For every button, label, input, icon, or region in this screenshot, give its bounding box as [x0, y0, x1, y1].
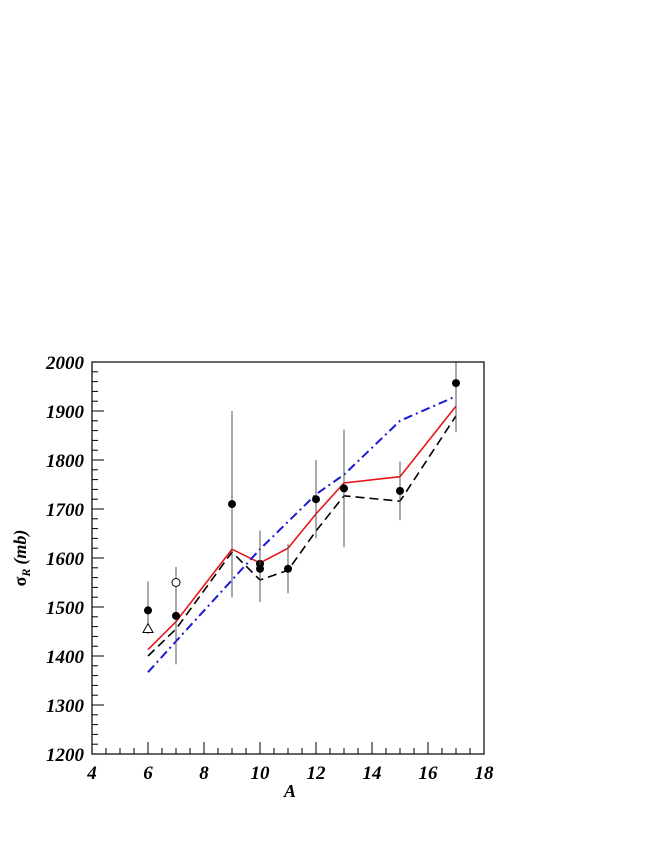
data-point [284, 564, 292, 573]
x-tick-label: 10 [251, 763, 271, 784]
x-tick-label: 8 [199, 763, 209, 784]
x-tick-label: 6 [143, 763, 153, 784]
y-tick-label: 1600 [46, 549, 85, 570]
y-tick-label: 1700 [46, 500, 85, 521]
x-axis-title: A [283, 781, 296, 801]
open-circle-point [171, 578, 181, 587]
series-layer [147, 395, 457, 673]
y-tick-label: 1900 [46, 402, 85, 423]
data-point [256, 564, 264, 573]
data-point [172, 611, 180, 620]
data-point [340, 484, 348, 493]
y-tick-label: 1400 [46, 647, 85, 668]
y-tick-labels: 1200 1300 1400 1500 1600 1700 1800 1900 2000 [45, 353, 85, 766]
series-line-dash-dot [147, 395, 457, 673]
x-tick-labels: 4 6 8 10 12 14 16 18 [86, 763, 494, 784]
x-tick-label: 16 [419, 763, 439, 784]
data-point [396, 486, 404, 495]
y-tick-label: 1300 [46, 696, 85, 717]
y-tick-label: 1200 [46, 745, 85, 766]
points-layer [142, 362, 460, 665]
y-tick-label: 1500 [46, 598, 85, 619]
data-point [144, 606, 152, 615]
plot-frame [91, 361, 485, 755]
x-tick-label: 12 [307, 763, 327, 784]
x-tick-label: 4 [86, 763, 97, 784]
y-tick-label: 2000 [45, 353, 85, 374]
data-point [312, 495, 320, 504]
y-axis-title: σR(mb) [10, 530, 33, 587]
data-point [228, 500, 236, 509]
open-triangle-point [142, 622, 154, 634]
x-tick-label: 18 [475, 763, 495, 784]
series-line-dashed [147, 415, 457, 657]
data-point [452, 379, 460, 388]
y-tick-label: 1800 [46, 451, 85, 472]
x-tick-label: 14 [363, 763, 382, 784]
series-line-solid [147, 405, 457, 651]
